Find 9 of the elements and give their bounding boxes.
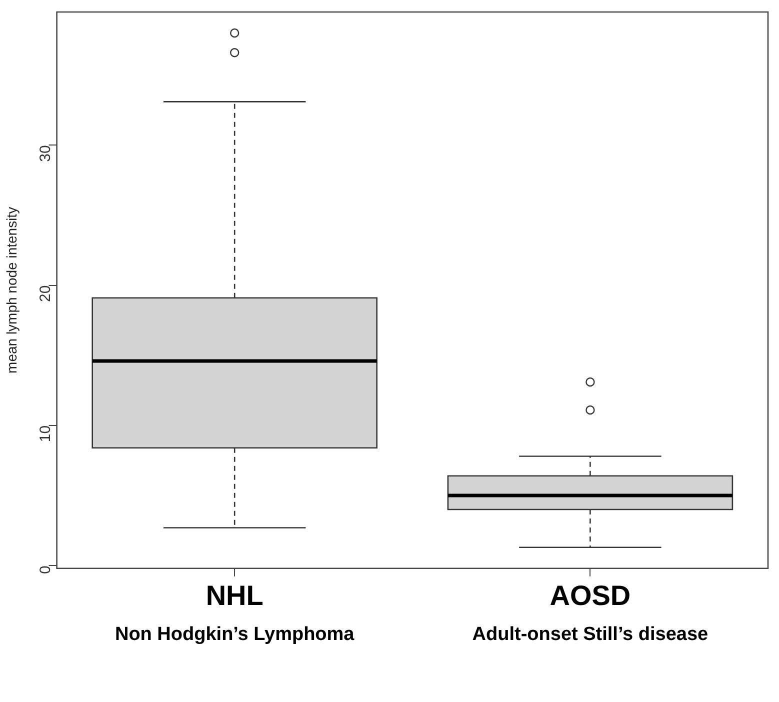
text: Adult-onset Still’s disease xyxy=(472,624,708,646)
y-tick-label: 10 xyxy=(36,425,54,442)
y-tick-label: 20 xyxy=(36,285,54,302)
x-tick-label: NHL xyxy=(206,580,264,611)
y-tick-label: 30 xyxy=(36,145,54,162)
x-tick-label: AOSD xyxy=(550,580,631,611)
y-axis-title: mean lymph node intensity xyxy=(3,206,20,374)
text: Non Hodgkin’s Lymphoma xyxy=(114,624,355,646)
y-tick-label: 0 xyxy=(36,566,54,574)
